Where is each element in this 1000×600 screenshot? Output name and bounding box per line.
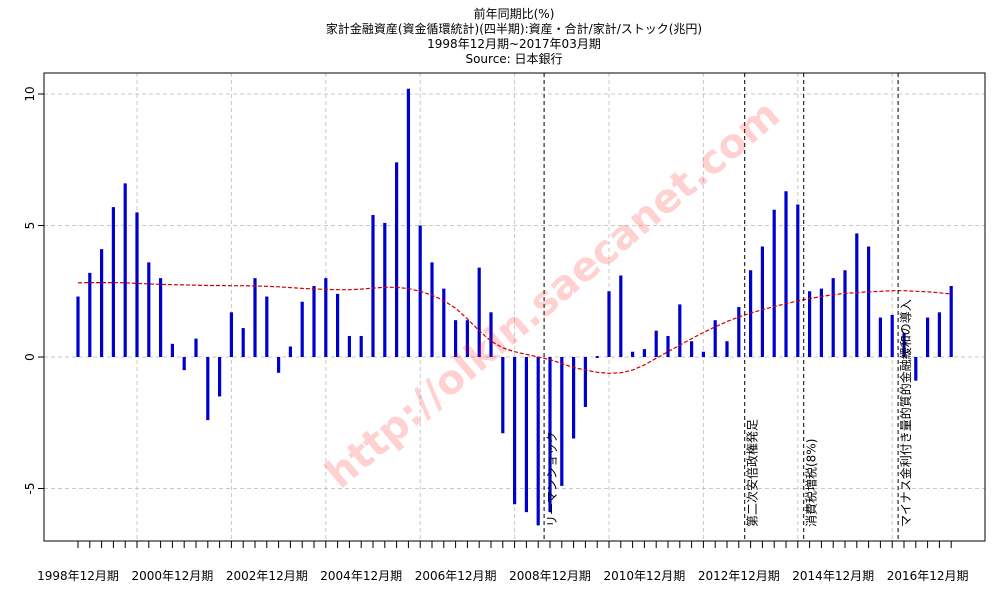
x-tick-label: 2004年12月期 (320, 569, 402, 583)
event-label: 消費税増税(8%) (804, 439, 819, 527)
x-tick-label: 2000年12月期 (131, 569, 213, 583)
trend-series-line (77, 282, 952, 374)
y-tick-label: 5 (23, 222, 37, 230)
x-tick-label: 2002年12月期 (226, 569, 308, 583)
y-tick-label: -5 (23, 483, 37, 495)
y-tick-label: 0 (23, 353, 37, 361)
title-line-3: 1998年12月期~2017年03月期 (427, 37, 601, 51)
x-axis: 1998年12月期 2000年12月期 2002年12月期 2004年12月期 2006… (37, 541, 969, 583)
event-markers: リーマンショック 第二次安倍政権発足 消費税増税(8%) マイナス金利付き量的質的金融… (543, 73, 913, 541)
x-tick-label: 2010年12月期 (603, 569, 685, 583)
x-tick-label: 1998年12月期 (37, 569, 119, 583)
title-line-2: 家計金融資産(資金循環統計)(四半期):資産・合計/家計/ストック(兆円) (326, 21, 702, 36)
event-label: マイナス金利付き量的質的金融緩和の導入 (898, 299, 913, 527)
x-tick-label: 2006年12月期 (415, 569, 497, 583)
y-tick-label: 10 (23, 86, 37, 101)
y-axis: -5 0 5 10 (23, 86, 44, 494)
x-tick-label: 2008年12月期 (509, 569, 591, 583)
chart-title: 前年同期比(%)家計金融資産(資金循環統計)(四半期):資産・合計/家計/ストッ… (326, 6, 702, 66)
bar-series (76, 88, 953, 526)
event-label: リーマンショック (545, 431, 559, 527)
x-tick-label: 2016年12月期 (887, 569, 969, 583)
event-label: 第二次安倍政権発足 (745, 419, 760, 527)
trend-line (77, 282, 952, 374)
title-line-1: 前年同期比(%) (474, 6, 555, 21)
x-tick-label: 2012年12月期 (698, 569, 780, 583)
x-tick-label: 2014年12月期 (792, 569, 874, 583)
title-line-4: Source: 日本銀行 (465, 52, 562, 66)
